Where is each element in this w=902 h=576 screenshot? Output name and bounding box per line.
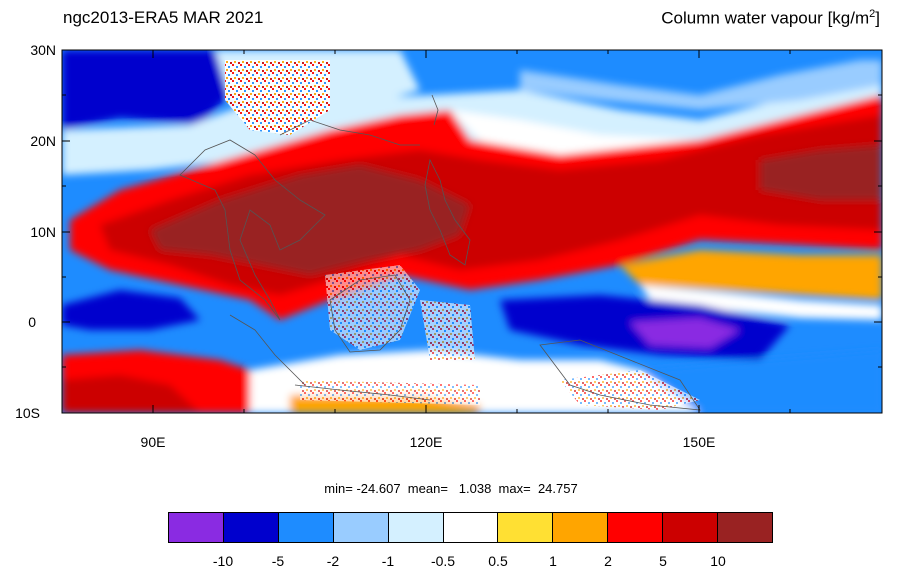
- title-right-end: ]: [875, 8, 880, 28]
- coast-newguinea: [539, 339, 701, 411]
- field-brown-max-east: [760, 145, 882, 200]
- coastlines: [179, 94, 701, 411]
- coast-java: [294, 384, 431, 401]
- colorbar-box-7: [553, 513, 609, 542]
- max-value: 24.757: [537, 481, 578, 496]
- mean-value: 1.038: [458, 481, 492, 496]
- min-value: -24.607: [356, 481, 401, 496]
- colorbar-labels: -10 -5 -2 -1 -0.5 0.5 1 2 5 10: [168, 553, 773, 571]
- field-noise-borneo: [325, 265, 420, 350]
- colorbar-label-0: -10: [212, 553, 234, 569]
- coast-sumatra: [229, 314, 306, 386]
- colorbar-box-1: [223, 513, 279, 542]
- lat-label-10s: 10S: [15, 405, 40, 421]
- colorbar-label-3: -1: [381, 553, 395, 569]
- colorbar-box-9: [663, 513, 719, 542]
- field-orange-east: [620, 250, 882, 300]
- lon-label-150e: 150E: [683, 434, 716, 450]
- field-white-east-band: [640, 285, 882, 320]
- lat-label-10n: 10N: [30, 224, 56, 240]
- field-noise-sulawesi-png: [420, 300, 700, 410]
- colorbar-box-10: [718, 513, 772, 542]
- colorbar-box-3: [333, 513, 389, 542]
- field-noise-indochina: [225, 60, 330, 135]
- field-purple-min: [630, 318, 740, 348]
- lat-label-30n: 30N: [30, 42, 56, 58]
- lat-label-eq: 0: [28, 314, 36, 330]
- colorbar-box-0: [169, 513, 224, 542]
- colorbar-box-5: [443, 513, 499, 542]
- lon-label-120e: 120E: [410, 434, 443, 450]
- colorbar-label-1: -5: [271, 553, 285, 569]
- colorbar-box-6: [498, 513, 554, 542]
- field-darkred-southwest: [62, 375, 200, 413]
- colorbar-label-2: -2: [326, 553, 340, 569]
- statistics-line: min= -24.607 mean= 1.038 max= 24.757: [0, 481, 902, 496]
- mean-label: mean=: [407, 481, 448, 496]
- field-blue-west-equator: [62, 290, 200, 330]
- colorbar-label-4: -0.5: [430, 553, 456, 569]
- max-label: max=: [498, 481, 531, 496]
- colorbar-label-8: 5: [659, 553, 667, 569]
- colorbar-label-6: 1: [549, 553, 557, 569]
- lon-label-90e: 90E: [141, 434, 166, 450]
- map-field: [62, 50, 882, 413]
- field-noise-java: [300, 380, 480, 405]
- coast-taiwan: [431, 94, 439, 126]
- anomaly-map: 30N 20N 10N 0 10S 90E 120E 150E: [15, 42, 883, 450]
- colorbar: [168, 512, 773, 543]
- axis-ticks: [61, 49, 883, 414]
- colorbar-box-8: [608, 513, 664, 542]
- colorbar-label-9: 10: [710, 553, 726, 569]
- field-blue-southeast: [640, 350, 882, 413]
- coast-southchina: [279, 119, 420, 146]
- plot-title-right: Column water vapour [kg/m2]: [661, 8, 880, 29]
- coast-indochina: [179, 139, 326, 321]
- coast-borneo: [329, 274, 411, 353]
- plot-title-left: ngc2013-ERA5 MAR 2021: [63, 8, 264, 27]
- field-lightblue-northeast: [520, 60, 882, 110]
- min-label: min=: [324, 481, 353, 496]
- title-right-superscript: 2: [869, 8, 876, 20]
- colorbar-box-2: [278, 513, 334, 542]
- title-right-text: Column water vapour [kg/m: [661, 8, 870, 28]
- coast-philippines: [424, 158, 471, 266]
- lat-label-20n: 20N: [30, 133, 56, 149]
- field-blue-northwest: [62, 50, 230, 130]
- colorbar-label-7: 2: [604, 553, 612, 569]
- colorbar-label-5: 0.5: [488, 553, 508, 569]
- colorbar-box-4: [388, 513, 444, 542]
